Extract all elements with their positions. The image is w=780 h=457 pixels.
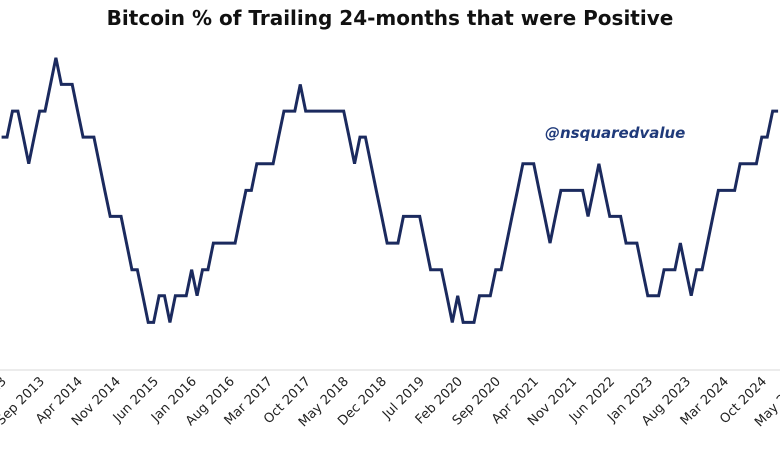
- chart-title: Bitcoin % of Trailing 24-months that wer…: [107, 6, 674, 30]
- annotation: @nsquaredvalue: [545, 124, 685, 142]
- data-line: [1, 57, 779, 324]
